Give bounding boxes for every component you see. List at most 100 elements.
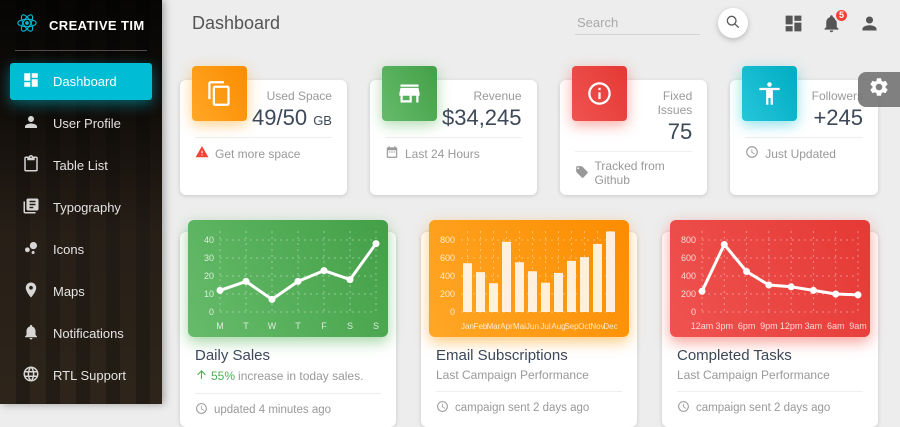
sidebar-item-label: Table List xyxy=(53,158,108,173)
sidebar-item-label: Typography xyxy=(53,200,121,215)
svg-text:0: 0 xyxy=(691,307,696,317)
svg-text:T: T xyxy=(295,321,301,331)
svg-text:Jun: Jun xyxy=(526,322,539,331)
search-input[interactable] xyxy=(575,11,700,35)
globe-icon xyxy=(22,365,40,386)
divider xyxy=(574,151,693,153)
stat-value: $34,245 xyxy=(441,105,522,130)
svg-text:6am: 6am xyxy=(827,321,845,331)
main-content: Dashboard 5 Used Space 49/50 GB xyxy=(162,0,900,427)
sidebar-item-label: Maps xyxy=(53,284,85,299)
sidebar-item-dashboard[interactable]: Dashboard xyxy=(10,63,152,100)
svg-text:Mai: Mai xyxy=(513,322,526,331)
svg-text:F: F xyxy=(321,321,327,331)
svg-text:Sep: Sep xyxy=(564,322,579,331)
svg-text:800: 800 xyxy=(681,235,696,245)
profile-button[interactable] xyxy=(859,13,880,34)
divider xyxy=(745,137,863,139)
bell-icon xyxy=(22,323,40,344)
gear-icon xyxy=(868,76,890,103)
brand-name: CREATIVE TIM xyxy=(49,18,145,33)
svg-text:600: 600 xyxy=(440,253,455,263)
svg-text:0: 0 xyxy=(209,307,214,317)
svg-text:3am: 3am xyxy=(805,321,823,331)
svg-text:0: 0 xyxy=(450,307,455,317)
topbar: Dashboard 5 xyxy=(162,0,900,46)
sidebar-item-icons[interactable]: Icons xyxy=(10,231,152,268)
store-icon xyxy=(381,66,437,121)
calendar-icon xyxy=(385,145,399,162)
notifications-button[interactable]: 5 xyxy=(821,7,849,34)
chart-title: Daily Sales xyxy=(195,347,271,365)
chart-card-completed-tasks: 0 200 400 600 800 12am 3pm 6pm 9pm 12pm 3am 6am 9am … xyxy=(662,220,878,427)
bubble-chart-icon xyxy=(22,239,40,260)
sidebar-item-maps[interactable]: Maps xyxy=(10,273,152,310)
page-title: Dashboard xyxy=(192,12,281,33)
svg-text:30: 30 xyxy=(204,253,214,263)
chart-subtitle: Last Campaign Performance xyxy=(436,368,589,383)
svg-text:9pm: 9pm xyxy=(760,321,778,331)
stat-value: 75 xyxy=(667,119,693,144)
sidebar-item-label: Notifications xyxy=(53,326,124,341)
svg-text:Aug: Aug xyxy=(551,322,565,331)
svg-text:600: 600 xyxy=(681,253,696,263)
get-more-space-link[interactable]: Get more space xyxy=(215,146,301,161)
chart-subtitle: Last Campaign Performance xyxy=(677,368,830,383)
sidebar-item-table-list[interactable]: Table List xyxy=(10,147,152,184)
chart-title: Completed Tasks xyxy=(677,347,792,365)
chart-subtitle: 55% increase in today sales. xyxy=(195,368,381,384)
svg-text:W: W xyxy=(268,321,277,331)
stat-label: Used Space xyxy=(266,89,332,103)
svg-text:T: T xyxy=(243,321,249,331)
svg-text:Apr: Apr xyxy=(500,322,513,331)
search-button[interactable] xyxy=(718,8,748,38)
stat-card-fixed-issues: Fixed Issues 75 Tracked from Github xyxy=(559,66,708,196)
divider xyxy=(15,50,147,51)
sidebar-menu: Dashboard User Profile Table List Typogr… xyxy=(0,63,162,394)
dashboard-grid-button[interactable] xyxy=(783,13,804,34)
divider xyxy=(384,137,522,139)
sidebar-item-label: RTL Support xyxy=(53,368,126,383)
stat-label: Fixed Issues xyxy=(657,89,693,117)
svg-text:M: M xyxy=(216,321,224,331)
stat-footer-text: Just Updated xyxy=(765,146,836,161)
stat-value: +245 xyxy=(813,105,863,130)
stat-card-used-space: Used Space 49/50 GB Get more space xyxy=(180,66,347,196)
svg-text:Oct: Oct xyxy=(578,322,591,331)
notification-badge: 5 xyxy=(834,7,849,23)
chart-footer: campaign sent 2 days ago xyxy=(677,391,863,425)
accessibility-icon xyxy=(742,66,798,121)
svg-text:9am: 9am xyxy=(849,321,867,331)
svg-text:200: 200 xyxy=(681,289,696,299)
stat-card-revenue: Revenue $34,245 Last 24 Hours xyxy=(369,66,537,196)
stats-row: Used Space 49/50 GB Get more space Reven… xyxy=(162,66,900,196)
brand[interactable]: CREATIVE TIM xyxy=(0,0,162,50)
search-icon xyxy=(725,14,741,33)
svg-text:Dec: Dec xyxy=(603,322,617,331)
typography-icon xyxy=(22,197,40,218)
svg-text:6pm: 6pm xyxy=(738,321,756,331)
sidebar-item-user-profile[interactable]: User Profile xyxy=(10,105,152,142)
stat-card-followers: Followers +245 Just Updated xyxy=(730,66,878,196)
sidebar-item-label: Dashboard xyxy=(53,74,117,89)
svg-text:Jul: Jul xyxy=(540,322,550,331)
dashboard-icon xyxy=(22,71,40,92)
settings-plugin-button[interactable] xyxy=(858,72,900,107)
svg-text:12am: 12am xyxy=(691,321,714,331)
chart-title: Email Subscriptions xyxy=(436,347,568,365)
chart-card-daily-sales: 0 10 20 30 40 M T W T F S S Daily Sales 55% increas… xyxy=(180,220,396,427)
sidebar-item-typography[interactable]: Typography xyxy=(10,189,152,226)
chart-footer: campaign sent 2 days ago xyxy=(436,391,622,425)
sidebar-item-notifications[interactable]: Notifications xyxy=(10,315,152,352)
svg-text:10: 10 xyxy=(204,289,214,299)
sidebar-item-rtl-support[interactable]: RTL Support xyxy=(10,357,152,394)
stat-footer-text: Last 24 Hours xyxy=(404,146,480,161)
svg-text:Nov: Nov xyxy=(590,322,604,331)
update-icon xyxy=(745,145,759,162)
clock-icon xyxy=(195,402,208,418)
svg-text:Feb: Feb xyxy=(474,322,488,331)
svg-text:800: 800 xyxy=(440,235,455,245)
warning-icon xyxy=(195,145,209,162)
svg-text:12pm: 12pm xyxy=(780,321,803,331)
sidebar: CREATIVE TIM Dashboard User Profile Tabl… xyxy=(0,0,162,404)
